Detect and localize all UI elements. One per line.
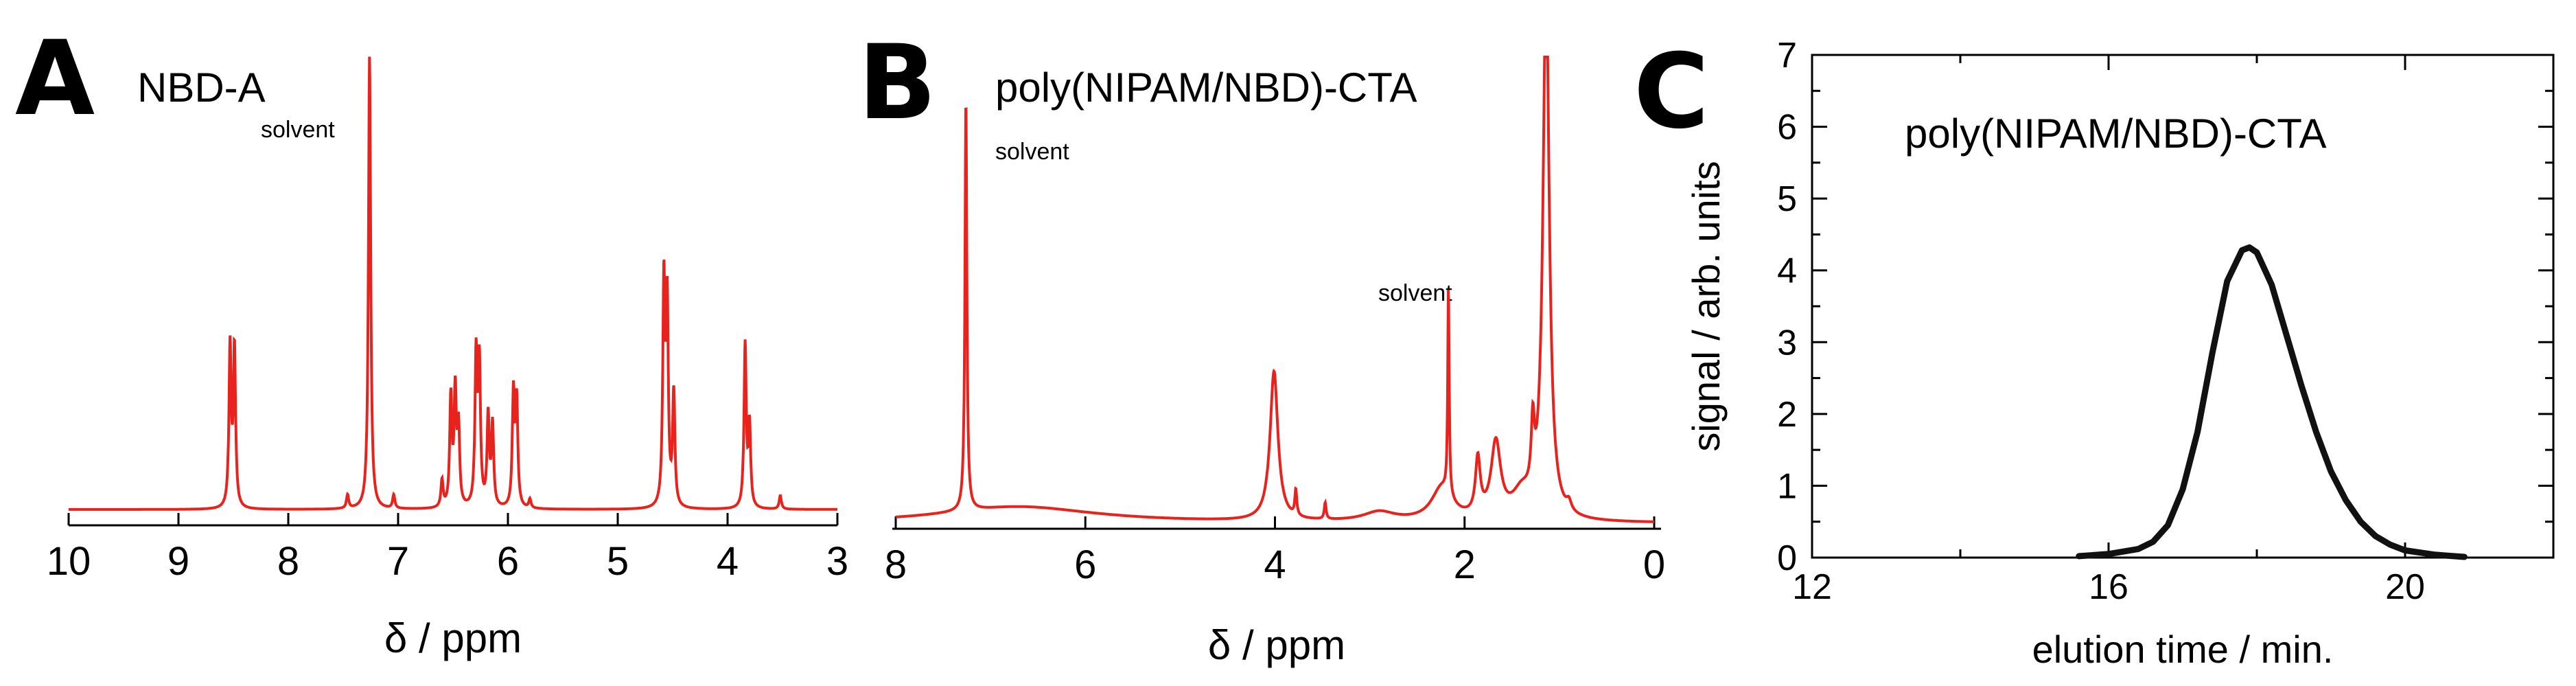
panel-a-title: NBD-A bbox=[137, 65, 266, 111]
x-tick-label: 5 bbox=[607, 539, 629, 584]
x-tick-label: 20 bbox=[2385, 567, 2425, 607]
panel-a-x-ticks: 10 9 8 7 6 5 4 3 bbox=[47, 513, 848, 584]
panel-a-annotations: solvent bbox=[261, 117, 335, 143]
panel-c-x-ticks: 12 16 20 bbox=[1792, 55, 2555, 607]
x-tick-label: 16 bbox=[2089, 567, 2128, 607]
panel-b-x-ticks: 8 6 4 2 0 bbox=[885, 516, 1665, 587]
x-tick-label: 8 bbox=[277, 539, 299, 584]
y-tick-label: 2 bbox=[1777, 395, 1797, 435]
x-tick-label: 3 bbox=[826, 539, 848, 584]
solvent-annotation: solvent bbox=[261, 117, 335, 143]
panel-a-spectrum-line bbox=[69, 56, 837, 511]
panel-c-x-label: elution time / min. bbox=[2032, 628, 2334, 671]
x-tick-label: 4 bbox=[717, 539, 739, 584]
y-tick-label: 4 bbox=[1777, 251, 1797, 291]
panel-b-spectrum-line bbox=[895, 56, 1654, 523]
panel-letter-a: A bbox=[15, 19, 95, 139]
x-tick-label: 8 bbox=[885, 542, 907, 587]
x-tick-label: 10 bbox=[47, 539, 91, 584]
x-tick-label: 0 bbox=[1643, 542, 1665, 587]
x-tick-label: 6 bbox=[1074, 542, 1096, 587]
y-tick-label: 6 bbox=[1777, 108, 1797, 148]
y-tick-label: 3 bbox=[1777, 323, 1797, 363]
panel-a: A NBD-A 10 9 8 7 6 5 4 3 solvent δ / ppm bbox=[15, 19, 848, 661]
y-tick-label: 0 bbox=[1777, 538, 1797, 578]
panel-b-x-label: δ / ppm bbox=[1208, 622, 1345, 668]
panel-c-title: poly(NIPAM/NBD)-CTA bbox=[1905, 111, 2326, 157]
panel-b-annotations: solvent solvent bbox=[995, 139, 1452, 306]
solvent-annotation: solvent bbox=[1378, 280, 1452, 306]
x-tick-label: 2 bbox=[1454, 542, 1476, 587]
x-tick-label: 9 bbox=[167, 539, 189, 584]
panel-a-x-label: δ / ppm bbox=[384, 615, 522, 661]
y-tick-label: 1 bbox=[1777, 466, 1797, 506]
panel-c-y-label: signal / arb. units bbox=[1684, 161, 1728, 451]
panel-b-title: poly(NIPAM/NBD)-CTA bbox=[995, 65, 1417, 111]
y-tick-label: 7 bbox=[1777, 36, 1797, 76]
panel-c-elution-curve bbox=[2076, 244, 2468, 560]
x-tick-label: 7 bbox=[387, 539, 409, 584]
y-tick-label: 5 bbox=[1777, 179, 1797, 219]
x-tick-label: 6 bbox=[497, 539, 519, 584]
x-tick-label: 4 bbox=[1264, 542, 1286, 587]
panel-letter-c: C bbox=[1634, 32, 1709, 152]
panel-c-y-ticks: 0 1 2 3 4 5 6 7 bbox=[1777, 36, 2553, 578]
solvent-annotation: solvent bbox=[995, 139, 1069, 165]
x-tick-label: 12 bbox=[1792, 567, 1832, 607]
panel-letter-b: B bbox=[858, 23, 936, 143]
